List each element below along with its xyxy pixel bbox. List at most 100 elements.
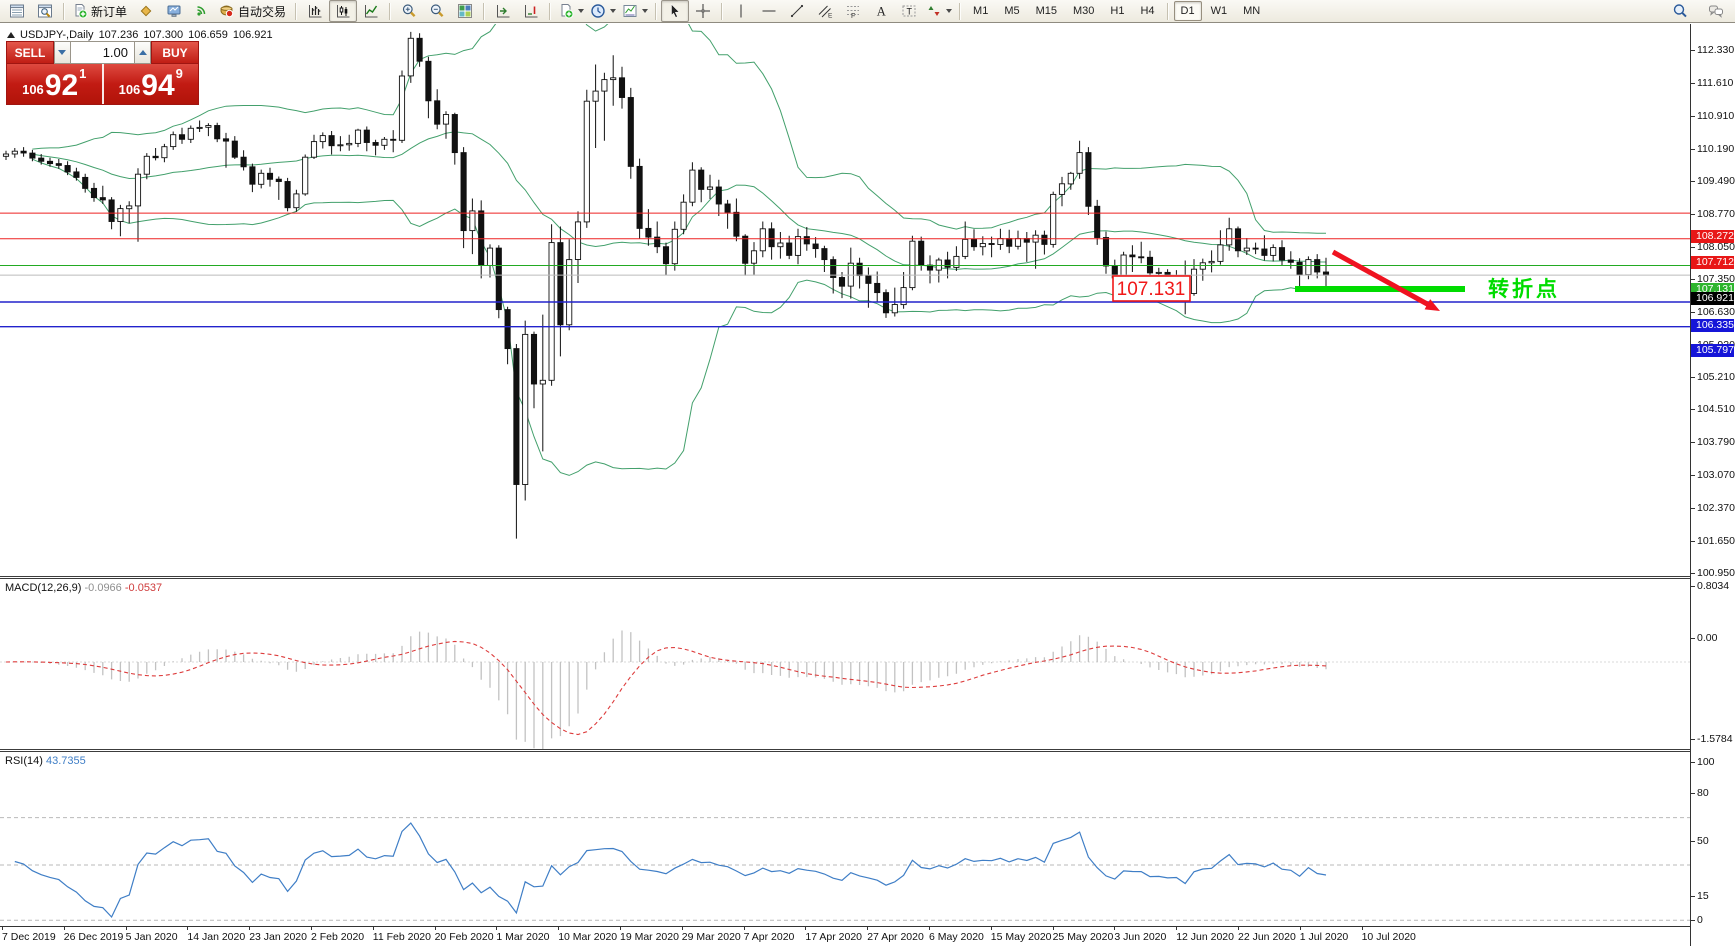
axis-tick-mark — [1691, 761, 1695, 763]
annotation-turning-point-text[interactable]: 转折点 — [1488, 277, 1560, 301]
toolbar-chart-bars-button[interactable] — [301, 0, 329, 22]
toolbar-tile-windows-button[interactable] — [451, 0, 479, 22]
date-tick-mark — [2, 927, 3, 930]
macd-pane[interactable] — [0, 579, 1690, 749]
date-tick-mark — [620, 927, 621, 930]
toolbar-chat-button[interactable] — [1702, 0, 1730, 22]
toolbar-data-window-button[interactable] — [31, 0, 59, 22]
rsi-axis-tick: 15 — [1697, 889, 1709, 902]
toolbar-text-label-button[interactable]: T — [895, 0, 923, 22]
date-label: 12 Jun 2020 — [1176, 931, 1234, 943]
date-tick-mark — [187, 927, 189, 930]
timeframe-H1-button[interactable]: H1 — [1110, 5, 1125, 17]
date-tick-mark — [1052, 927, 1054, 930]
date-tick-mark — [867, 927, 869, 930]
toolbar-chart-candles-button[interactable] — [329, 0, 358, 22]
buy-price-pips: 94 — [141, 69, 175, 102]
chart-window[interactable]: USDJPY-,Daily 107.236 107.300 106.659 10… — [0, 24, 1735, 946]
time-axis[interactable]: 7 Dec 2019 26 Dec 2019 5 Jan 2020 14 Jan 20… — [0, 927, 1690, 946]
rsi-axis-tick: 0 — [1697, 913, 1703, 926]
timeframe-MN-button[interactable]: MN — [1243, 5, 1261, 17]
timeframe-W1-button[interactable]: W1 — [1210, 5, 1228, 17]
volume-input[interactable] — [71, 41, 134, 64]
chart-bars-icon — [309, 5, 322, 18]
timeframe-M1-button[interactable]: M1 — [973, 5, 989, 17]
toolbar-crosshair-button[interactable] — [689, 0, 717, 22]
rsi-axis-tick: 100 — [1697, 755, 1715, 768]
timeframe-M5-button[interactable]: M5 — [1004, 5, 1020, 17]
toolbar-tool-trend-button[interactable] — [783, 0, 811, 22]
toolbar-new-chart-button[interactable] — [555, 0, 587, 22]
chart-candles-icon — [337, 5, 350, 18]
toolbar-market-watch-button[interactable] — [3, 0, 31, 22]
timeframe-M30-button[interactable]: M30 — [1073, 5, 1095, 17]
price-tick: 108.770 — [1697, 207, 1735, 220]
new-chart-icon — [561, 4, 574, 19]
toolbar-cursor-button[interactable] — [661, 0, 690, 22]
toolbar-zoom-in-button[interactable] — [395, 0, 423, 22]
macd-signal-line — [5, 640, 1327, 736]
toolbar-zoom-out-button[interactable] — [423, 0, 451, 22]
ohlc-close: 106.921 — [232, 29, 273, 41]
toolbar-signals-button[interactable] — [188, 0, 216, 22]
axis-tick-mark — [1691, 572, 1695, 574]
date-label: 11 Feb 2020 — [372, 931, 431, 943]
toolbar-tool-channel-button[interactable]: E — [811, 0, 839, 22]
collapse-icon[interactable] — [7, 32, 15, 38]
date-tick-mark — [681, 927, 683, 930]
buy-price[interactable]: 106 94 9 — [104, 64, 199, 104]
axis-tick-mark — [1691, 115, 1695, 117]
market-icon — [167, 5, 181, 17]
axis-tick-mark — [1691, 919, 1695, 921]
toolbar-market-button[interactable] — [160, 0, 188, 22]
search-icon — [1673, 4, 1687, 18]
toolbar-mql-editor-button[interactable] — [132, 0, 160, 22]
timeframe-H4-button[interactable]: H4 — [1140, 5, 1155, 17]
text-a-icon: A — [877, 5, 886, 19]
axis-tick-mark — [1691, 180, 1695, 182]
volume-increase-button[interactable] — [134, 41, 152, 64]
toolbar-separator — [389, 2, 392, 20]
buy-button[interactable]: BUY — [151, 41, 199, 64]
volume-decrease-button[interactable] — [53, 41, 71, 64]
toolbar-autotrade-button[interactable]: 自动交易 — [216, 0, 291, 22]
date-tick-mark — [1361, 927, 1363, 930]
timeframe-M15-button[interactable]: M15 — [1035, 5, 1057, 17]
toolbar-tool-vline-button[interactable] — [727, 0, 755, 22]
chevron-down-icon — [610, 9, 617, 13]
sell-button[interactable]: SELL — [6, 41, 54, 64]
annotation-trend-arrow[interactable] — [1331, 249, 1440, 311]
toolbar-new-order-button[interactable]: 新订单 — [69, 0, 132, 22]
axis-tick-mark — [1691, 540, 1695, 542]
toolbar-chart-autoscroll-button[interactable] — [517, 0, 545, 22]
annotation-price-box[interactable]: 107.131 — [1112, 275, 1191, 302]
sell-price-bigfigure: 106 — [22, 82, 44, 97]
chart-autoscroll-icon — [525, 5, 538, 18]
axis-tick-mark — [1691, 312, 1695, 313]
date-label: 2 Feb 2020 — [311, 931, 365, 943]
pane-splitter-macd[interactable] — [0, 576, 1735, 579]
date-label: 14 Jan 2020 — [187, 931, 246, 943]
toolbar-tool-hline-button[interactable] — [755, 0, 783, 22]
rsi-pane[interactable] — [0, 752, 1690, 927]
toolbar-search-button[interactable] — [1666, 0, 1694, 22]
toolbar-periods-button[interactable] — [587, 0, 619, 22]
axis-tick-mark — [1691, 442, 1695, 444]
main-price-chart[interactable]: 107.131 转折点 — [0, 24, 1690, 576]
pane-splitter-rsi[interactable] — [0, 749, 1735, 752]
price-tick: 109.490 — [1697, 174, 1735, 187]
timeframe-D1-button[interactable]: D1 — [1173, 1, 1202, 21]
toolbar-templates-button[interactable] — [619, 0, 651, 22]
price-tick: 110.910 — [1697, 109, 1735, 122]
toolbar-tool-fibo-button[interactable]: F — [839, 0, 867, 22]
toolbar-text-a-button[interactable]: A — [867, 0, 895, 22]
macd-axis-tick: 0.8034 — [1697, 580, 1730, 593]
toolbar-chart-shift-button[interactable] — [489, 0, 517, 22]
market-watch-icon — [10, 4, 24, 18]
toolbar-tool-arrows-button[interactable] — [923, 0, 955, 22]
sell-price[interactable]: 106 92 1 — [7, 64, 102, 104]
price-axis[interactable]: 112.330 111.610 110.910 110.190 109.490 108.7… — [1690, 24, 1735, 946]
buy-price-bigfigure: 106 — [118, 82, 141, 97]
toolbar-chart-line-button[interactable] — [357, 0, 385, 22]
